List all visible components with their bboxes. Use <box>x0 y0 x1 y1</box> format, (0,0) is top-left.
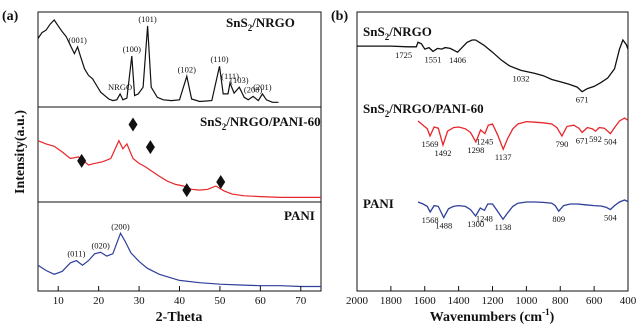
panel-a-peak-label: (200) <box>244 84 263 94</box>
panel-b-peak-label: 1138 <box>495 222 512 232</box>
panel-a-peak-label: (111) <box>221 71 239 81</box>
panel-a-x-tick-label: 50 <box>214 295 226 307</box>
panel-b-series-line-1 <box>417 117 629 151</box>
panel-b-series-line-0 <box>357 38 629 93</box>
panel-a-peak-labels: (001)NRGO(100)(101)(102)(110)(111)(103)(… <box>67 14 271 259</box>
panel-a-x-tick-label: 70 <box>295 295 307 307</box>
panel-a-y-axis-label: Intensity(a.u.) <box>13 110 28 194</box>
panel-a-x-tick-label: 60 <box>255 295 267 307</box>
panel-b-series-name-2: PANI <box>363 196 394 211</box>
panel-a-series-name-0: SnS2/NRGO <box>226 15 295 33</box>
panel-a-series-line-0 <box>37 19 279 103</box>
panel-b-peak-label: 1488 <box>435 221 452 231</box>
panel-a-x-tick-label: 20 <box>93 295 105 307</box>
diamond-marker <box>77 153 87 168</box>
panel-b-peak-label: 1725 <box>395 50 412 60</box>
panel-b-peak-label: 1137 <box>495 152 512 162</box>
panel-a-frame-bottom <box>37 201 322 292</box>
panel-b-peak-label: 671 <box>576 95 589 105</box>
panel-a-series-line-2 <box>37 231 321 288</box>
panel-a-peak-label: (100) <box>123 44 142 54</box>
panel-a-peak-label: (102) <box>178 64 197 74</box>
panel-a-peak-label: (103) <box>230 75 249 85</box>
panel-b-peak-label: 809 <box>552 214 565 224</box>
panel-a-x-tick-label: 10 <box>53 295 65 307</box>
panel-a-peak-label: (101) <box>138 14 157 24</box>
panel-b-x-axis-label: Wavenumbers (cm-1) <box>430 307 555 325</box>
panel-b-peak-label: 1032 <box>512 73 529 83</box>
panel-a-label: (a) <box>2 9 19 24</box>
panel-b-series-line-2 <box>417 199 629 221</box>
panel-a-series-line-1 <box>37 139 321 198</box>
panel-a-series-name-2: PANI <box>284 208 315 223</box>
panel-b-peak-label: 790 <box>556 139 569 149</box>
panel-b-x-tick-label: 800 <box>552 295 569 307</box>
panel-b-x-tick-label: 1800 <box>380 295 403 307</box>
panel-b-x-tick-label: 1400 <box>448 295 471 307</box>
panel-b-x-ticks: 2000 1800 1600 1400 1200 1000 800 600 400 <box>346 286 637 307</box>
panel-b-peak-label: 1492 <box>435 148 452 158</box>
panel-a-peak-label: (110) <box>210 54 228 64</box>
panel-a-x-tick-label: 40 <box>174 295 186 307</box>
panel-b-series-name-0: SnS2/NRGO <box>363 24 432 42</box>
panel-a-peak-label: (020) <box>91 240 110 250</box>
panel-b-peak-label: 504 <box>604 213 618 223</box>
panel-a-peak-label: (001) <box>68 35 87 45</box>
panel-b-series-name-1: SnS2/NRGO/PANI-60 <box>363 101 484 119</box>
panel-b-peak-label: 671 <box>576 135 589 145</box>
panel-b-x-tick-label: 1000 <box>515 295 538 307</box>
panel-b-x-tick-label: 1600 <box>414 295 437 307</box>
panel-a-series-name-1: SnS2/NRGO/PANI-60 <box>200 114 321 132</box>
diamond-marker <box>182 183 192 198</box>
panel-a-x-axis-label: 2-Theta <box>156 310 203 325</box>
panel-a-peak-label: (201) <box>253 82 272 92</box>
panel-b-peak-label: 1245 <box>476 137 493 147</box>
panel-a: (a) (001) NRGO (100) (101) (102) (110) (111)(1… <box>2 9 322 325</box>
panel-b-peak-label: 504 <box>604 137 618 147</box>
panel-b-peak-label: 1248 <box>476 213 493 223</box>
panel-b-peak-label: 1569 <box>422 139 439 149</box>
panel-a-peak-label: (200) <box>111 221 130 231</box>
panel-b-peak-label: 1406 <box>449 55 466 65</box>
panel-b-peak-label: 1298 <box>467 145 484 155</box>
panel-a-peak-label: (011) <box>67 249 85 259</box>
panel-b-peak-label: 1300 <box>467 219 484 229</box>
panel-b-x-tick-label: 1200 <box>482 295 505 307</box>
diamond-marker <box>216 174 226 189</box>
diamond-marker <box>145 140 155 155</box>
panel-a-peak-label: NRGO <box>108 82 132 92</box>
panel-a-x-ticks: 10 20 30 40 50 60 70 <box>53 286 307 307</box>
panel-b-x-tick-label: 400 <box>620 295 637 307</box>
panel-a-x-tick-label: 30 <box>134 295 146 307</box>
panel-b-x-tick-label: 600 <box>586 295 603 307</box>
panel-b-label: (b) <box>331 9 348 24</box>
panel-b-curves <box>357 38 629 221</box>
panel-b-peak-label: 1568 <box>422 215 439 225</box>
panel-a-curves <box>37 19 321 288</box>
panel-b-peak-label: 592 <box>589 134 602 144</box>
panel-b-peak-label: 1551 <box>425 54 442 64</box>
panel-b-x-tick-label: 2000 <box>346 295 369 307</box>
diamond-marker <box>128 117 138 132</box>
